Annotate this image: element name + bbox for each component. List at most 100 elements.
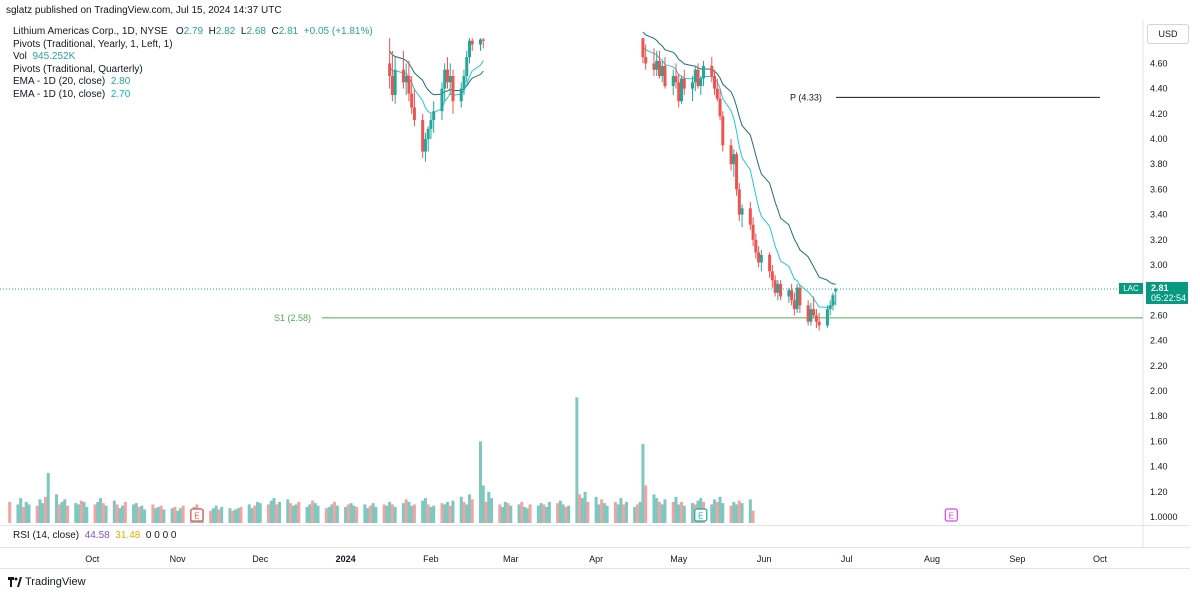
volume-bar — [313, 503, 317, 523]
candle-body — [713, 76, 717, 89]
volume-bar — [231, 510, 235, 523]
last-price: 2.81 — [1151, 283, 1169, 293]
candle-body — [401, 69, 405, 83]
volume-bar — [602, 503, 606, 523]
candle-body — [432, 111, 436, 121]
volume-bar — [691, 503, 695, 523]
volume-bar — [159, 505, 163, 523]
volume-bar — [547, 501, 551, 523]
candle-body — [652, 63, 656, 70]
time-axis-label: Apr — [589, 554, 603, 564]
volume-bar — [715, 501, 719, 523]
pivot-p-label: P (4.33) — [790, 92, 822, 102]
legend-ema10[interactable]: EMA - 1D (10, close) 2.70 — [13, 89, 373, 102]
earnings-marker-icon — [944, 508, 958, 522]
candle-body — [834, 288, 838, 292]
volume-bar — [286, 499, 290, 523]
volume-bar — [269, 500, 273, 523]
volume-bar — [713, 499, 717, 523]
volume-bar — [470, 499, 474, 523]
volume-bar — [115, 504, 119, 523]
ema10-label: EMA - 1D (10, close) — [13, 88, 106, 100]
candle-body — [451, 76, 455, 102]
candle-body — [737, 189, 741, 215]
price-tick-label: 2.20 — [1150, 361, 1168, 371]
ohlc-change: +0.05 (+1.81%) — [303, 26, 373, 37]
candle-body — [407, 76, 411, 94]
volume-bar — [479, 441, 483, 523]
legend-ema20[interactable]: EMA - 1D (20, close) 2.80 — [13, 76, 373, 89]
volume-bar — [509, 505, 513, 523]
candle-body — [448, 76, 452, 83]
volume-bar — [539, 503, 543, 523]
volume-bar — [467, 494, 471, 523]
candle-body — [817, 321, 821, 326]
volume-bar — [503, 501, 507, 523]
volume-bar — [404, 499, 408, 523]
volume-bar — [462, 501, 466, 523]
rsi-legend[interactable]: RSI (14, close) 44.58 31.48 0 0 0 0 — [13, 530, 176, 541]
price-tick-label: 3.00 — [1150, 260, 1168, 270]
volume-bar — [324, 508, 328, 523]
volume-bar — [721, 503, 725, 523]
footer-brand[interactable]: TradingView — [8, 576, 86, 588]
volume-bar — [523, 506, 527, 523]
volume-bar — [112, 500, 116, 523]
volume-bar — [8, 501, 12, 523]
time-axis-label: Oct — [85, 554, 100, 564]
candle-body — [779, 283, 783, 297]
candle-body — [715, 88, 719, 99]
vol-label: Vol — [13, 51, 27, 62]
volume-bar — [407, 501, 411, 523]
ema20-line — [389, 50, 484, 96]
candle-body — [410, 93, 414, 108]
volume-bar — [732, 501, 736, 523]
volume-bar — [266, 504, 270, 523]
ohlc-open: 2.79 — [183, 26, 204, 37]
currency-button[interactable]: USD — [1147, 24, 1189, 44]
legend-pivots-quarterly[interactable]: Pivots (Traditional, Quarterly) — [13, 64, 373, 77]
volume-bar — [297, 501, 301, 523]
ohlc-high-label: H — [208, 26, 216, 37]
legend-symbol-row[interactable]: Lithium Americas Corp., 1D, NYSE O2.79 H… — [13, 26, 373, 39]
candle-body — [729, 145, 733, 165]
legend-volume[interactable]: Vol 945.252K — [13, 51, 373, 64]
volume-bar — [440, 503, 444, 523]
volume-bar — [101, 503, 105, 523]
volume-bar — [663, 499, 667, 523]
candle-body — [429, 120, 433, 129]
symbol-tag: LAC — [1119, 283, 1143, 294]
time-axis-label: Feb — [423, 554, 439, 564]
volume-bar — [74, 503, 78, 523]
volume-bar — [536, 505, 540, 523]
volume-bar — [294, 504, 298, 523]
volume-bar — [578, 494, 582, 523]
volume-bar — [751, 510, 755, 523]
volume-bar — [679, 501, 683, 523]
volume-bar — [594, 496, 598, 523]
candle-body — [732, 154, 736, 165]
legend-pivots-yearly[interactable]: Pivots (Traditional, Yearly, 1, Left, 1) — [13, 39, 373, 52]
candle-body — [404, 76, 408, 83]
volume-bar — [600, 499, 604, 523]
volume-bar — [272, 498, 276, 523]
volume-bar — [316, 505, 320, 523]
candle-body — [470, 40, 474, 45]
rsi-zeros: 0 0 0 0 — [145, 530, 177, 541]
candle-body — [718, 98, 722, 117]
chart-legend: Lithium Americas Corp., 1D, NYSE O2.79 H… — [13, 26, 373, 101]
price-tick-label: 2.40 — [1150, 336, 1168, 346]
volume-bar — [619, 498, 623, 523]
candle-body — [691, 82, 695, 89]
candle-body — [679, 78, 683, 102]
volume-bar — [735, 504, 739, 523]
volume-bar — [652, 494, 656, 523]
volume-bar — [104, 505, 108, 523]
volume-bar — [729, 505, 733, 523]
volume-bar — [363, 504, 367, 523]
time-axis-label: Mar — [503, 554, 519, 564]
volume-bar — [335, 505, 339, 523]
candle-body — [740, 208, 744, 215]
time-axis-label: Nov — [170, 554, 187, 564]
